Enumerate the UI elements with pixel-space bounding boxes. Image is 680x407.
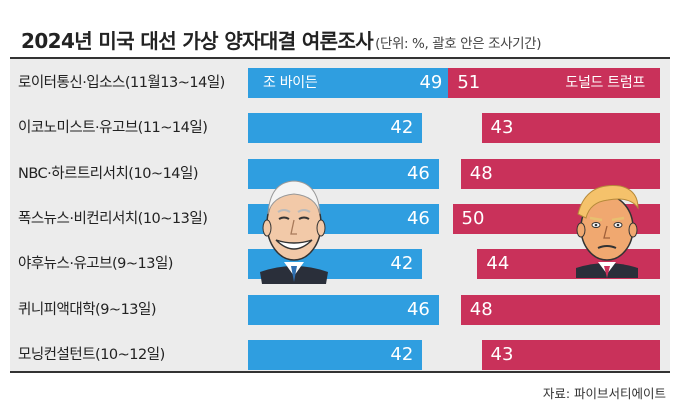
biden-bar (248, 340, 423, 370)
biden-value: 42 (390, 344, 414, 365)
trump-bar (481, 340, 660, 370)
bottom-divider (10, 371, 670, 373)
biden-bar (248, 159, 439, 189)
trump-value: 43 (490, 344, 514, 365)
trump-value: 51 (457, 72, 481, 93)
biden-value: 46 (406, 163, 430, 184)
trump-value: 50 (461, 208, 485, 229)
biden-bar (248, 295, 439, 325)
biden-bar (248, 113, 423, 143)
biden-value: 46 (406, 299, 430, 320)
title-line: 2024년 미국 대선 가상 양자대결 여론조사 (단위: %, 괄호 안은 조사… (21, 25, 541, 54)
poll-label: 로이터통신·입소스(11월13~14일) (18, 75, 225, 91)
biden-caricature-icon (260, 180, 328, 284)
biden-value: 46 (406, 208, 430, 229)
trump-value: 43 (490, 117, 514, 138)
biden-bar (248, 68, 452, 98)
trump-value: 48 (469, 299, 493, 320)
trump-bar (460, 159, 660, 189)
trump-value: 48 (469, 163, 493, 184)
poll-label: 야후뉴스·유고브(9~13일) (18, 256, 173, 272)
trump-caricature-icon (576, 185, 639, 278)
poll-label: 모닝컨설턴트(10~12일) (18, 347, 165, 363)
poll-label: 이코노미스트·유고브(11~14일) (18, 120, 208, 136)
biden-value: 49 (419, 72, 443, 93)
chart-title: 2024년 미국 대선 가상 양자대결 여론조사 (21, 29, 374, 53)
poll-label: 퀴니피액대학(9~13일) (18, 302, 157, 318)
trump-name-label: 도널드 트럼프 (565, 75, 645, 91)
poll-label: 폭스뉴스·비컨리서치(10~13일) (18, 211, 208, 227)
trump-value: 44 (486, 253, 510, 274)
biden-value: 42 (390, 253, 414, 274)
trump-bar (460, 295, 660, 325)
source-note: 자료: 파이브서티에이트 (542, 386, 666, 401)
trump-bar (481, 113, 660, 143)
biden-name-label: 조 바이든 (263, 75, 318, 91)
trump-bar (448, 68, 660, 98)
chart-subtitle: (단위: %, 괄호 안은 조사기간) (375, 36, 542, 52)
biden-value: 42 (390, 117, 414, 138)
top-divider (10, 57, 670, 59)
poll-label: NBC·하르트리서치(10~14일) (18, 166, 199, 182)
